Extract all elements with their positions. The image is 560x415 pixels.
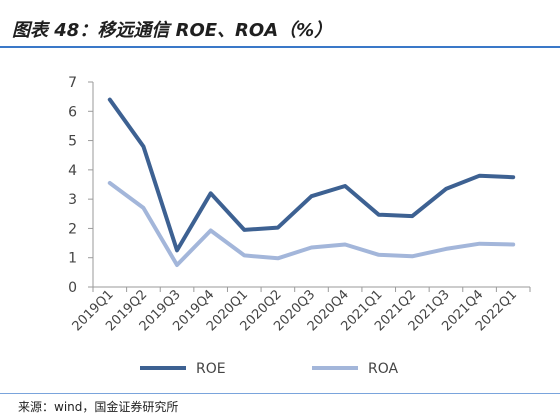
line-chart: 0 1 2 3 4 5 6 7 2019Q12019Q22019Q32019Q42020Q12…	[0, 48, 560, 393]
legend-label-roa: ROA	[368, 361, 399, 377]
y-tick-label: 7	[68, 75, 77, 91]
y-tick-label: 0	[68, 280, 77, 296]
source-note: 来源：wind，国金证券研究所	[18, 398, 178, 415]
y-tick-label: 3	[68, 192, 77, 208]
y-tick-label: 4	[68, 163, 77, 179]
y-tick-label: 2	[68, 221, 77, 237]
legend: ROE ROA	[140, 361, 399, 377]
legend-label-roe: ROE	[196, 361, 226, 377]
y-axis: 0 1 2 3 4 5 6 7	[68, 75, 93, 296]
x-axis: 2019Q12019Q22019Q32019Q42020Q12020Q22020…	[70, 287, 530, 334]
footer-rule	[0, 393, 560, 394]
series-lines	[110, 99, 514, 265]
figure-title: 图表 48：移远通信 ROE、ROA（%）	[12, 16, 332, 42]
y-tick-label: 5	[68, 134, 77, 150]
y-tick-label: 6	[68, 104, 77, 120]
y-tick-label: 1	[68, 251, 77, 267]
series-line-roe	[110, 100, 513, 251]
